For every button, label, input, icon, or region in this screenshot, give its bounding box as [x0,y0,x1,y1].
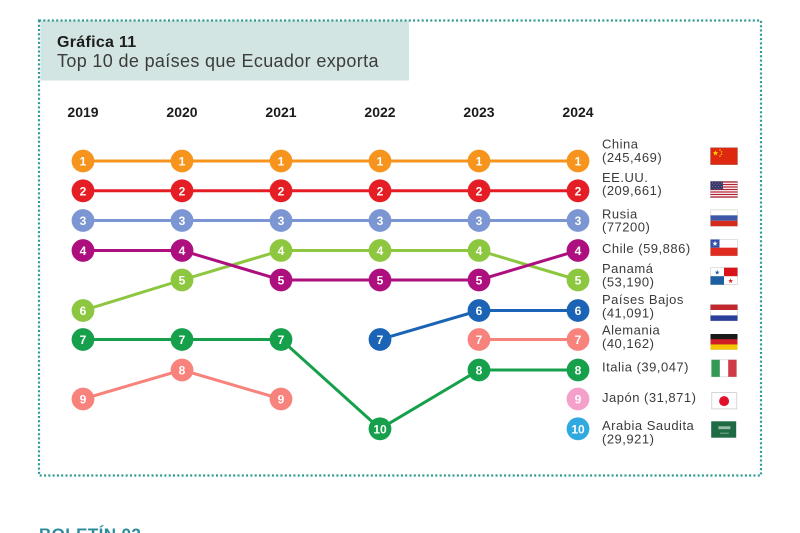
svg-text:6: 6 [575,304,582,318]
svg-text:2022: 2022 [364,104,395,120]
svg-text:1: 1 [377,155,384,169]
svg-text:4: 4 [80,244,87,258]
svg-text:7: 7 [278,333,285,347]
svg-text:2021: 2021 [265,104,296,120]
svg-text:3: 3 [377,214,384,228]
svg-text:Panamá: Panamá [602,261,654,276]
svg-text:Países Bajos: Países Bajos [602,292,684,307]
svg-text:2023: 2023 [463,104,494,120]
svg-text:1: 1 [179,155,186,169]
svg-text:10: 10 [571,422,585,436]
svg-text:9: 9 [575,393,582,407]
svg-text:8: 8 [179,364,186,378]
svg-text:(29,921): (29,921) [602,431,654,446]
svg-text:2: 2 [476,184,483,198]
svg-text:(245,469): (245,469) [602,150,662,165]
svg-text:2: 2 [179,184,186,198]
svg-text:5: 5 [575,274,582,288]
svg-text:2: 2 [575,184,582,198]
svg-text:2: 2 [377,184,384,198]
svg-text:Top 10 de países que Ecuador e: Top 10 de países que Ecuador exporta [57,51,379,71]
svg-text:(53,190): (53,190) [602,274,654,289]
svg-text:2024: 2024 [562,104,593,120]
svg-text:1: 1 [476,155,483,169]
svg-text:Gráfica 11: Gráfica 11 [57,34,137,51]
svg-text:10: 10 [373,422,387,436]
svg-text:Rusia: Rusia [602,206,638,221]
svg-text:9: 9 [80,393,87,407]
svg-text:6: 6 [80,304,87,318]
svg-text:Alemania: Alemania [602,322,660,337]
svg-text:5: 5 [476,274,483,288]
svg-text:5: 5 [278,274,285,288]
svg-text:BOLETÍN 02: BOLETÍN 02 [39,525,141,533]
svg-text:7: 7 [377,333,384,347]
svg-text:(41,091): (41,091) [602,306,654,321]
svg-text:3: 3 [80,214,87,228]
svg-text:EE.UU.: EE.UU. [602,170,648,185]
svg-text:9: 9 [278,393,285,407]
svg-text:3: 3 [179,214,186,228]
svg-text:7: 7 [476,333,483,347]
svg-text:(40,162): (40,162) [602,336,654,351]
svg-text:Japón (31,871): Japón (31,871) [602,390,696,405]
svg-text:China: China [602,137,639,152]
svg-text:7: 7 [80,333,87,347]
svg-text:8: 8 [575,364,582,378]
svg-text:1: 1 [575,155,582,169]
svg-text:3: 3 [575,214,582,228]
svg-text:5: 5 [377,274,384,288]
svg-text:4: 4 [377,244,384,258]
svg-text:4: 4 [476,244,483,258]
svg-text:7: 7 [179,333,186,347]
svg-text:1: 1 [80,155,87,169]
svg-text:5: 5 [179,274,186,288]
svg-text:(77200): (77200) [602,220,650,235]
svg-text:Chile (59,886): Chile (59,886) [602,241,691,256]
svg-text:7: 7 [575,333,582,347]
svg-text:3: 3 [278,214,285,228]
svg-text:2: 2 [278,184,285,198]
svg-text:4: 4 [278,244,285,258]
svg-text:2019: 2019 [67,104,98,120]
svg-text:6: 6 [476,304,483,318]
svg-text:(209,661): (209,661) [602,183,662,198]
svg-text:Italia (39,047): Italia (39,047) [602,359,689,374]
svg-text:Arabia Saudita: Arabia Saudita [602,418,695,433]
svg-text:2020: 2020 [166,104,197,120]
svg-text:8: 8 [476,364,483,378]
svg-text:3: 3 [476,214,483,228]
svg-text:1: 1 [278,155,285,169]
svg-text:2: 2 [80,184,87,198]
svg-text:4: 4 [575,244,582,258]
svg-text:4: 4 [179,244,186,258]
